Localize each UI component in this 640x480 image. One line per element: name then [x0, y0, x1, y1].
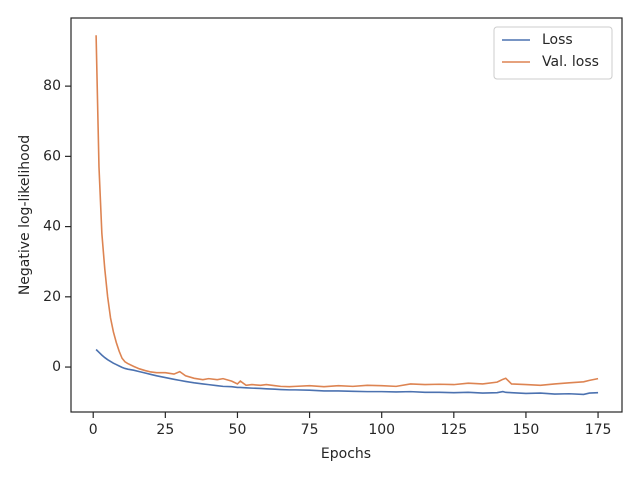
x-axis-label: Epochs	[321, 446, 371, 462]
y-tick-label: 40	[43, 219, 61, 235]
series-line	[95, 35, 599, 388]
y-axis-label: Negative log-likelihood	[17, 135, 33, 295]
x-tick-label: 75	[301, 422, 319, 438]
legend-label: Val. loss	[542, 54, 599, 70]
y-tick-label: 20	[43, 289, 61, 305]
y-tick-label: 0	[52, 359, 61, 375]
x-tick-label: 50	[229, 422, 247, 438]
x-tick-label: 175	[585, 422, 612, 438]
plot-frame	[70, 17, 623, 413]
y-tick-label: 80	[43, 78, 61, 94]
series-line	[95, 348, 599, 396]
y-tick-label: 60	[43, 148, 61, 164]
x-tick-label: 0	[89, 422, 98, 438]
x-tick-label: 125	[440, 422, 467, 438]
x-tick-label: 25	[156, 422, 174, 438]
x-tick-label: 100	[368, 422, 395, 438]
legend-label: Loss	[542, 32, 573, 48]
x-tick-label: 150	[513, 422, 540, 438]
